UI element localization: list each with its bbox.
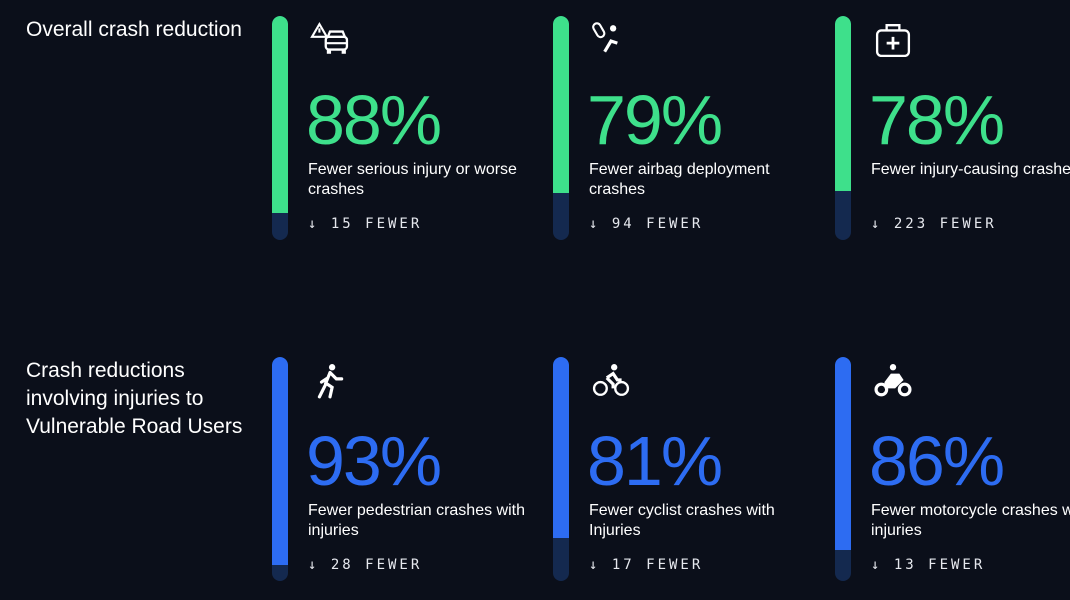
- stat-description: Fewer cyclist crashes with Injuries: [589, 502, 775, 539]
- progress-fill: [272, 16, 288, 214]
- stat-description: Fewer airbag deployment crashes: [589, 161, 770, 198]
- percent-value: 93%: [306, 422, 442, 500]
- stat-card: 79% Fewer airbag deployment crashes ↓ 94…: [553, 16, 803, 240]
- section-title-vru: Crash reductions involving injuries to V…: [26, 359, 243, 438]
- progress-bar: [272, 357, 288, 581]
- car-warning-icon: [310, 22, 349, 54]
- progress-bar: [835, 357, 851, 581]
- fewer-count: ↓ 223 FEWER: [871, 216, 997, 232]
- percent-value: 81%: [587, 422, 723, 500]
- stat-card: 81% Fewer cyclist crashes with Injuries …: [553, 357, 803, 581]
- stat-description: Fewer motorcycle crashes with injuries: [871, 502, 1070, 539]
- progress-bar: [553, 16, 569, 240]
- progress-bar: [553, 357, 569, 581]
- stat-card: 78% Fewer injury-causing crashes ↓ 223 F…: [835, 16, 1070, 240]
- medical-kit-icon: [875, 24, 911, 58]
- fewer-count: ↓ 17 FEWER: [589, 557, 704, 573]
- progress-fill: [553, 16, 569, 193]
- fewer-count: ↓ 13 FEWER: [871, 557, 986, 573]
- fewer-count: ↓ 28 FEWER: [308, 557, 423, 573]
- stat-card: 93% Fewer pedestrian crashes with injuri…: [272, 357, 525, 581]
- progress-bar: [272, 16, 288, 240]
- pedestrian-icon: [317, 364, 344, 399]
- progress-fill: [835, 357, 851, 550]
- progress-bar: [835, 16, 851, 240]
- stat-card: 88% Fewer serious injury or worse crashe…: [272, 16, 522, 240]
- percent-value: 86%: [869, 422, 1005, 500]
- airbag-icon: [592, 22, 618, 53]
- stat-description: Fewer pedestrian crashes with injuries: [308, 502, 525, 539]
- cyclist-icon: [592, 364, 630, 396]
- fewer-count: ↓ 94 FEWER: [589, 216, 704, 232]
- percent-value: 88%: [306, 81, 442, 159]
- progress-fill: [835, 16, 851, 191]
- section-title-overall: Overall crash reduction: [26, 18, 242, 41]
- percent-value: 78%: [869, 81, 1005, 159]
- motorcycle-icon: [874, 364, 912, 397]
- progress-fill: [272, 357, 288, 566]
- stat-description: Fewer serious injury or worse crashes: [308, 161, 517, 198]
- percent-value: 79%: [587, 81, 723, 159]
- fewer-count: ↓ 15 FEWER: [308, 216, 423, 232]
- stat-card: 86% Fewer motorcycle crashes with injuri…: [835, 357, 1070, 581]
- progress-fill: [553, 357, 569, 539]
- stat-description: Fewer injury-causing crashes: [871, 161, 1070, 178]
